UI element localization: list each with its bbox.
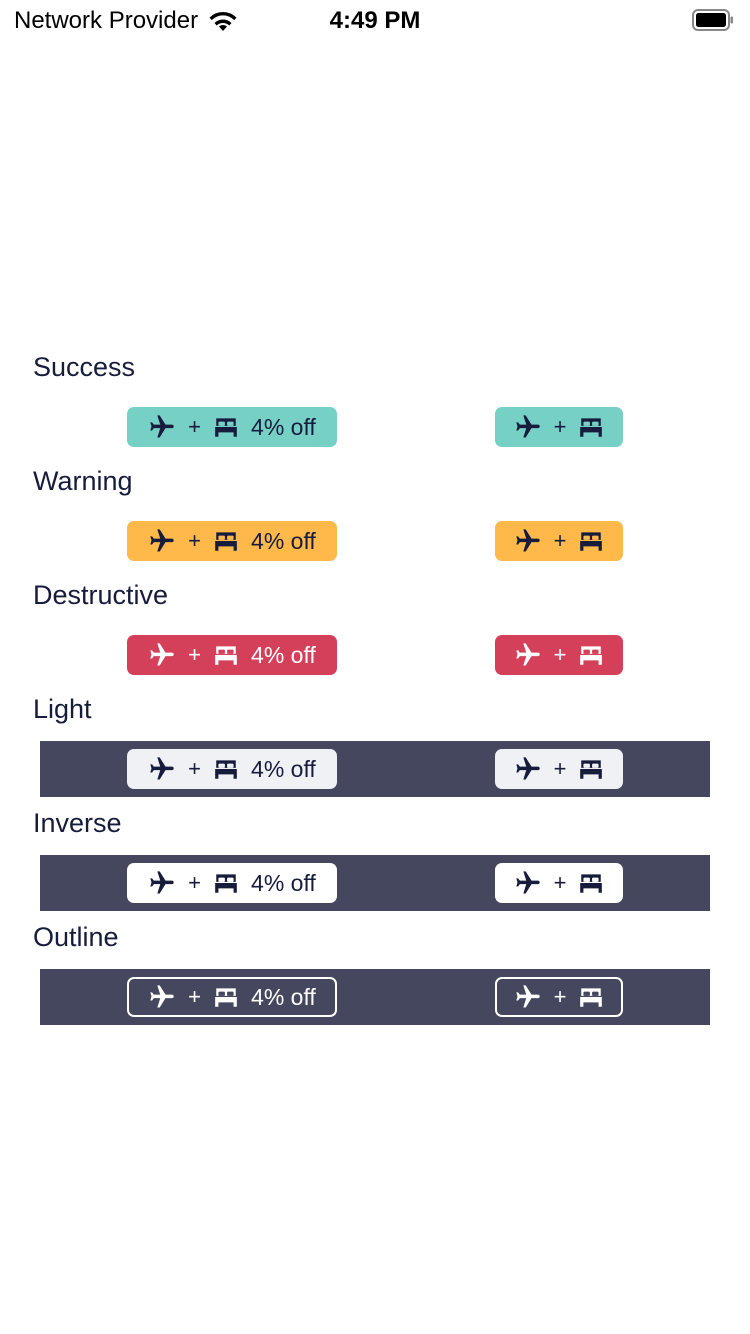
status-time: 4:49 PM xyxy=(329,7,421,34)
bed-icon xyxy=(578,416,604,438)
bed-icon xyxy=(213,416,239,438)
section-label-light: Light xyxy=(33,694,92,724)
discount-label: 4% off xyxy=(251,869,316,896)
bed-icon xyxy=(213,758,239,780)
carrier-info: Network Provider xyxy=(14,7,238,35)
outline-badge-with-discount: +4% off xyxy=(127,977,337,1017)
warning-badge-with-discount: +4% off xyxy=(127,521,337,561)
bed-icon xyxy=(213,530,239,552)
destructive-badge-with-discount: +4% off xyxy=(127,635,337,675)
bed-icon xyxy=(213,986,239,1008)
bed-icon xyxy=(578,758,604,780)
destructive-badge-compact: + xyxy=(495,635,623,675)
bed-icon xyxy=(578,530,604,552)
bed-icon xyxy=(213,644,239,666)
carrier-name: Network Provider xyxy=(14,7,199,34)
plus-sign: + xyxy=(553,984,567,1009)
discount-label: 4% off xyxy=(251,527,316,554)
airplane-icon xyxy=(514,983,542,1011)
airplane-icon xyxy=(514,641,542,669)
status-bar: Network Provider 4:49 PM xyxy=(0,0,750,40)
warning-badge-compact: + xyxy=(495,521,623,561)
airplane-icon xyxy=(148,413,176,441)
plus-sign: + xyxy=(188,984,202,1009)
bed-icon xyxy=(578,986,604,1008)
plus-sign: + xyxy=(553,870,567,895)
wifi-icon xyxy=(209,11,237,31)
plus-sign: + xyxy=(553,528,567,553)
light-badge-with-discount: +4% off xyxy=(127,749,337,789)
section-label-warning: Warning xyxy=(33,466,133,496)
bed-icon xyxy=(213,872,239,894)
discount-label: 4% off xyxy=(251,641,316,668)
section-label-success: Success xyxy=(33,352,136,382)
plus-sign: + xyxy=(553,414,567,439)
plus-sign: + xyxy=(553,756,567,781)
section-label-outline: Outline xyxy=(33,922,119,952)
airplane-icon xyxy=(148,527,176,555)
inverse-badge-with-discount: +4% off xyxy=(127,863,337,903)
airplane-icon xyxy=(514,869,542,897)
discount-label: 4% off xyxy=(251,983,316,1010)
plus-sign: + xyxy=(188,414,202,439)
discount-label: 4% off xyxy=(251,413,316,440)
airplane-icon xyxy=(514,755,542,783)
outline-badge-compact: + xyxy=(495,977,623,1017)
airplane-icon xyxy=(148,983,176,1011)
bed-icon xyxy=(578,872,604,894)
airplane-icon xyxy=(514,413,542,441)
plus-sign: + xyxy=(188,528,202,553)
plus-sign: + xyxy=(188,756,202,781)
section-label-inverse: Inverse xyxy=(33,808,122,838)
airplane-icon xyxy=(148,641,176,669)
success-badge-compact: + xyxy=(495,407,623,447)
bed-icon xyxy=(578,644,604,666)
battery-icon xyxy=(692,9,733,31)
success-badge-with-discount: +4% off xyxy=(127,407,337,447)
plus-sign: + xyxy=(553,642,567,667)
airplane-icon xyxy=(148,869,176,897)
airplane-icon xyxy=(148,755,176,783)
discount-label: 4% off xyxy=(251,755,316,782)
plus-sign: + xyxy=(188,870,202,895)
airplane-icon xyxy=(514,527,542,555)
inverse-badge-compact: + xyxy=(495,863,623,903)
section-label-destructive: Destructive xyxy=(33,580,169,610)
plus-sign: + xyxy=(188,642,202,667)
light-badge-compact: + xyxy=(495,749,623,789)
